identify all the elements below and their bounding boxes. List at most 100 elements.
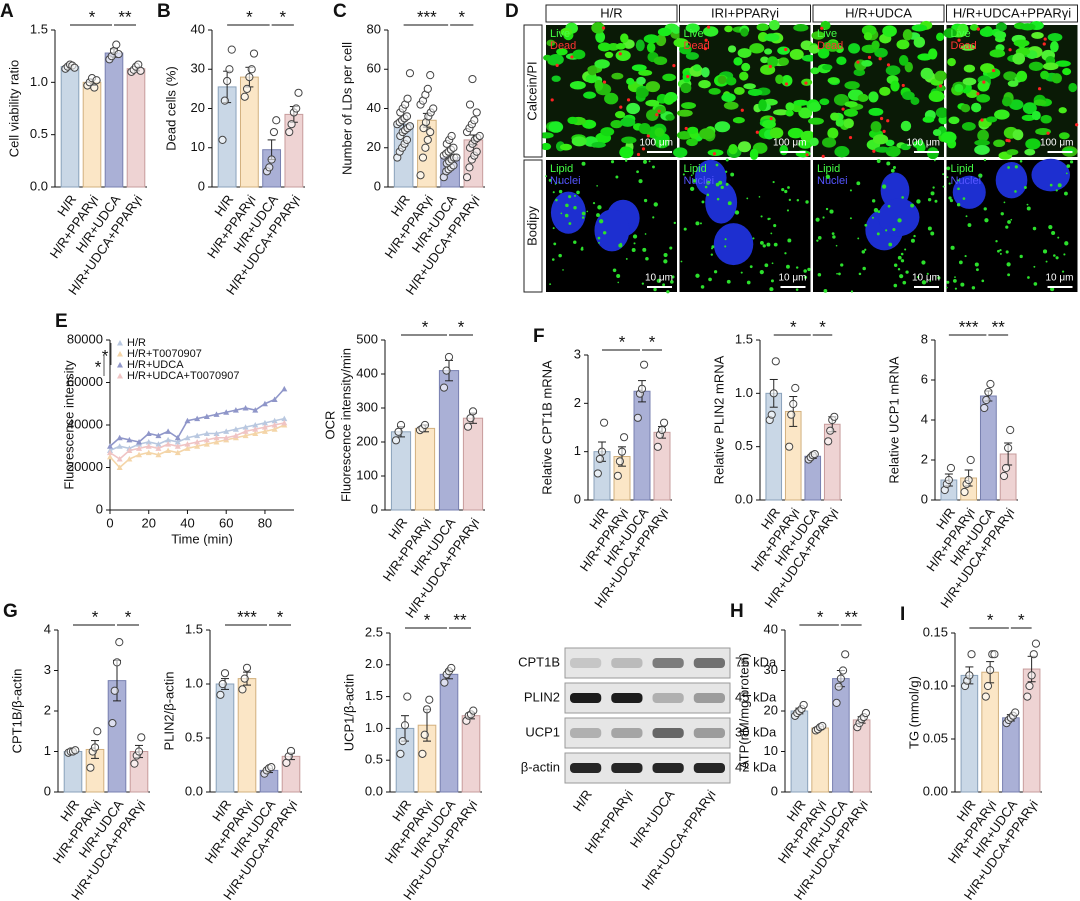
lipid-droplet <box>1053 254 1056 257</box>
lipid-droplet <box>803 269 807 273</box>
lipid-droplet <box>597 205 602 210</box>
data-point <box>465 163 474 172</box>
cell-blob <box>607 43 620 51</box>
data-point <box>272 116 281 125</box>
bar <box>462 417 484 511</box>
panel-label: C <box>333 1 347 22</box>
data-point <box>982 395 991 405</box>
lipid-droplet <box>581 211 586 216</box>
series-marker <box>145 449 152 456</box>
lipid-droplet <box>1005 225 1009 229</box>
cell-blob <box>764 33 780 42</box>
panel-label: G <box>3 601 18 622</box>
lipid-droplet <box>663 252 668 258</box>
lipid-droplet <box>956 202 961 207</box>
band-name: PLIN2 <box>524 689 560 704</box>
lipid-droplet <box>995 240 998 243</box>
cell-blob <box>600 127 615 137</box>
data-point <box>463 422 473 431</box>
cell-blob <box>1016 70 1028 82</box>
lipid-droplet <box>633 242 636 245</box>
cell-blob <box>556 48 568 56</box>
lipid-droplet <box>795 288 799 291</box>
column-header: H/R+UDCA+PPARγi <box>953 5 1071 20</box>
cell-blob <box>1008 99 1024 110</box>
lipid-droplet <box>648 160 651 163</box>
scale-label: 100 μm <box>773 138 807 149</box>
lipid-droplet <box>749 265 753 269</box>
data-point <box>391 436 401 445</box>
data-point <box>292 104 301 113</box>
blot-band <box>652 728 684 738</box>
lipid-droplet <box>930 191 935 196</box>
dead-cell <box>841 107 845 111</box>
lipid-droplet <box>1061 270 1065 273</box>
lipid-droplet <box>720 185 724 189</box>
cell-blob <box>1047 32 1063 42</box>
y-axis-label: Number of LDs per cell <box>339 42 354 175</box>
lipid-droplet <box>1026 203 1029 206</box>
cell-blob <box>1024 148 1036 156</box>
y-tick-label: 30 <box>764 662 778 677</box>
channel-label: Dead <box>550 40 576 52</box>
cell-blob <box>827 127 839 139</box>
dead-cell <box>704 38 708 42</box>
lipid-droplet <box>615 175 619 179</box>
panel-label: E <box>55 311 68 332</box>
lipid-droplet <box>864 223 868 227</box>
cell-blob <box>635 87 649 99</box>
series-marker <box>165 428 172 434</box>
y-tick-label: 20 <box>764 702 778 717</box>
lipid-droplet <box>1057 183 1062 188</box>
lipid-droplet <box>788 198 792 202</box>
cell-blob <box>827 77 840 84</box>
lipid-droplet <box>942 185 945 188</box>
cell-blob <box>976 94 991 103</box>
dead-cell <box>769 117 773 121</box>
data-point <box>832 698 841 708</box>
data-point <box>657 425 667 435</box>
column-header-box <box>679 4 811 23</box>
y-tick-label: 0 <box>921 491 928 506</box>
dead-cell <box>848 135 853 140</box>
data-point <box>990 650 999 659</box>
cell-blob <box>932 129 942 136</box>
scale-label: 100 μm <box>639 138 673 149</box>
lipid-droplet <box>705 180 711 185</box>
series-marker <box>203 441 210 447</box>
series-marker <box>232 432 239 439</box>
series-marker <box>203 430 210 436</box>
cell-blob <box>922 116 935 123</box>
blot-strip <box>564 717 731 749</box>
dead-cell <box>601 26 606 30</box>
x-tick-label: 0 <box>106 515 113 530</box>
legend-label: H/R+T0070907 <box>127 348 202 360</box>
lipid-droplet <box>1057 236 1060 239</box>
blot-band <box>611 728 643 738</box>
lipid-droplet <box>725 182 729 186</box>
cell-blob <box>646 42 656 53</box>
lipid-droplet <box>971 286 976 290</box>
cell-blob <box>728 143 738 155</box>
y-tick-label: 0.0 <box>185 783 203 798</box>
lipid-droplet <box>953 279 957 283</box>
cell-blob <box>835 118 844 127</box>
lipid-droplet <box>902 280 907 285</box>
data-point <box>771 357 780 366</box>
data-point <box>861 708 871 718</box>
significance-label: * <box>458 317 465 336</box>
cell-blob <box>760 56 769 64</box>
lipid-droplet <box>1014 165 1018 169</box>
channel-label: Dead <box>951 40 977 52</box>
lipid-droplet <box>596 213 600 218</box>
lipid-droplet <box>1064 241 1069 246</box>
data-point <box>599 418 609 427</box>
lipid-droplet <box>864 248 867 251</box>
lipid-droplet <box>581 161 586 166</box>
lipid-droplet <box>962 197 966 200</box>
cell-blob <box>834 146 850 158</box>
cell-blob <box>723 101 739 110</box>
lipid-droplet <box>610 160 615 164</box>
lipid-droplet <box>1019 159 1023 163</box>
lipid-droplet <box>857 237 860 240</box>
